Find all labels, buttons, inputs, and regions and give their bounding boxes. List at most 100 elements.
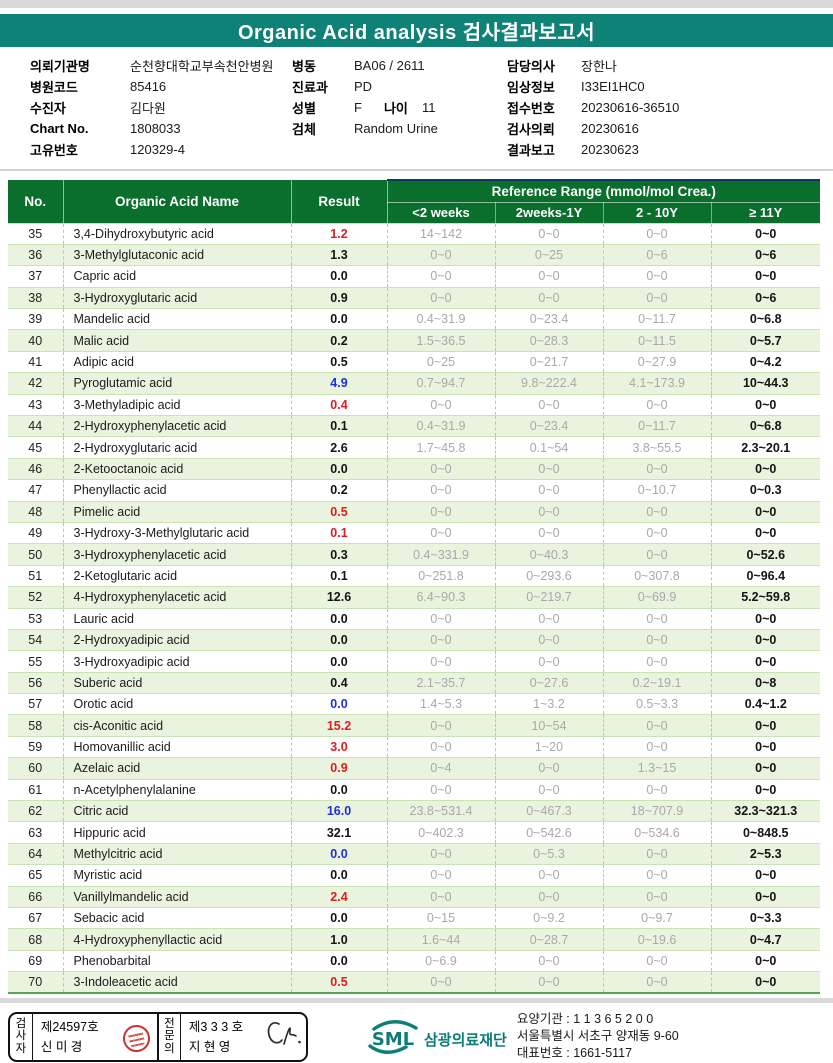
range-cell: 0~0 (602, 628, 711, 651)
result-cell: 0.0 (290, 308, 388, 330)
range-cell: 0~0 (494, 757, 603, 780)
range-cell: 0~0 (387, 479, 495, 502)
range-cell: 0~6 (602, 243, 711, 266)
acid-name-cell: cis-Aconitic acid (62, 714, 291, 737)
acid-name-cell: 3-Methylglutaconic acid (62, 243, 291, 266)
examiner-stamp-box: 검사자 제24597호 신 미 경 전문의 제3 3 3 호 지 현 영 (8, 1011, 308, 1062)
row-number-cell: 56 (8, 671, 63, 694)
row-number-cell: 42 (8, 372, 63, 395)
range-cell: 0~219.7 (494, 586, 603, 609)
acid-name-cell: Hippuric acid (62, 821, 291, 844)
acid-name-cell: Malic acid (62, 329, 291, 352)
range-cell: 1.5~36.5 (387, 329, 495, 352)
range-cell: 0~0 (494, 650, 603, 673)
table-row: 42 Pyroglutamic acid 4.9 0.7~94.7 9.8~222.4 4… (8, 372, 820, 395)
info-row: Chart No. 1808033 (30, 118, 292, 139)
range-cell: 0~0 (387, 607, 495, 630)
logo-text: SML (372, 1029, 414, 1050)
result-cell: 0.1 (290, 521, 388, 544)
examiner-person: 제24597호 신 미 경 (33, 1013, 158, 1060)
row-number-cell: 43 (8, 393, 63, 416)
range-cell: 0~534.6 (602, 821, 711, 844)
range-cell: 1.6~44 (387, 928, 495, 951)
result-cell: 0.0 (290, 607, 388, 630)
acid-name-cell: Sebacic acid (62, 906, 291, 929)
range-cell: 0~0 (710, 971, 820, 994)
range-cell: 10~44.3 (710, 372, 820, 395)
range-cell: 5.2~59.8 (710, 586, 820, 609)
row-number-cell: 35 (8, 222, 63, 245)
row-number-cell: 46 (8, 457, 63, 480)
range-cell: 6.4~90.3 (387, 586, 495, 609)
range-cell: 0~0 (602, 735, 711, 758)
range-cell: 0~4.7 (710, 928, 820, 951)
row-number-cell: 53 (8, 607, 63, 630)
range-cell: 0~0 (387, 286, 495, 309)
table-row: 40 Malic acid 0.2 1.5~36.5 0~28.3 0~11.5 0~5.7 (8, 329, 820, 352)
range-cell: 0~0 (710, 757, 820, 780)
range-cell: 0~0 (494, 286, 603, 309)
range-cell: 0~0 (387, 650, 495, 673)
result-cell: 0.9 (290, 286, 388, 309)
table-row: 43 3-Methyladipic acid 0.4 0~0 0~0 0~0 0~0 (8, 393, 820, 416)
range-cell: 0~0 (602, 864, 711, 887)
range-cell: 2.3~20.1 (710, 436, 820, 459)
result-cell: 0.4 (290, 393, 388, 416)
acid-name-cell: 3-Hydroxyphenylacetic acid (62, 543, 291, 566)
col-header-no: No. (8, 180, 63, 223)
org-care-institution-number: 요양기관 : 1 1 3 6 5 2 0 0 (516, 1012, 654, 1027)
table-row: 41 Adipic acid 0.5 0~25 0~21.7 0~27.9 0~4.2 (8, 350, 820, 373)
row-number-cell: 66 (8, 885, 63, 908)
row-number-cell: 55 (8, 650, 63, 673)
table-row: 55 3-Hydroxyadipic acid 0.0 0~0 0~0 0~0 0~0 (8, 650, 820, 673)
info-value: 20230616-36510 (581, 100, 680, 115)
result-cell: 0.0 (290, 265, 388, 288)
range-cell: 0~0 (602, 714, 711, 737)
col-header-reference-range: Reference Range (mmol/mol Crea.) (386, 179, 820, 203)
range-cell: 0~4.2 (710, 350, 820, 373)
acid-name-cell: 3-Hydroxyadipic acid (62, 650, 291, 673)
table-row: 38 3-Hydroxyglutaric acid 0.9 0~0 0~0 0~0 0~6 (8, 286, 820, 309)
info-row: 의뢰기관명 순천향대학교부속천안병원 (30, 55, 292, 76)
range-cell: 0~0 (602, 222, 711, 245)
info-row: 수진자 김다원 (30, 97, 292, 118)
range-cell: 10~54 (494, 714, 603, 737)
top-gray-strip (0, 0, 833, 8)
range-cell: 0~0 (387, 457, 495, 480)
range-cell: 0~0 (494, 265, 603, 288)
result-cell: 32.1 (290, 821, 388, 844)
col-header-under-2-weeks: <2 weeks (386, 202, 495, 223)
col-header-11y-plus: ≥ 11Y (710, 202, 820, 223)
results-tbody: 35 3,4-Dihydroxybutyric acid 1.2 14~142 0~0 0… (8, 222, 820, 994)
org-phone: 대표번호 : 1661-5117 (516, 1046, 633, 1061)
range-cell: 0~0 (494, 479, 603, 502)
range-cell: 0~848.5 (710, 821, 820, 844)
row-number-cell: 60 (8, 757, 63, 780)
info-value: 20230616 (581, 121, 639, 136)
table-row: 53 Lauric acid 0.0 0~0 0~0 0~0 0~0 (8, 607, 820, 630)
specialist-cert-number: 제3 3 3 호 (188, 1019, 244, 1034)
col-header-2weeks-1y: 2weeks-1Y (494, 202, 603, 223)
range-cell: 0~15 (387, 906, 495, 929)
acid-name-cell: Lauric acid (62, 607, 291, 630)
range-cell: 0~542.6 (494, 821, 603, 844)
row-number-cell: 57 (8, 693, 63, 715)
range-cell: 0~0 (387, 243, 495, 266)
acid-name-cell: 3-Hydroxy-3-Methylglutaric acid (62, 521, 291, 544)
result-cell: 0.0 (290, 693, 388, 715)
range-cell: 1.7~45.8 (387, 436, 495, 459)
row-number-cell: 36 (8, 243, 63, 266)
row-number-cell: 59 (8, 735, 63, 758)
row-number-cell: 65 (8, 864, 63, 887)
range-cell: 1~20 (494, 735, 603, 758)
table-row: 47 Phenyllactic acid 0.2 0~0 0~0 0~10.7 0~0.3 (8, 479, 820, 502)
table-row: 63 Hippuric acid 32.1 0~402.3 0~542.6 0~534.6… (8, 821, 820, 844)
row-number-cell: 52 (8, 586, 63, 609)
range-cell: 0~0 (710, 500, 820, 523)
range-cell: 0~0 (494, 628, 603, 651)
range-cell: 0~25 (494, 243, 603, 266)
result-cell: 0.0 (290, 778, 388, 801)
table-row: 49 3-Hydroxy-3-Methylglutaric acid 0.1 0~0 0… (8, 521, 820, 544)
acid-name-cell: 2-Hydroxyphenylacetic acid (62, 415, 291, 437)
row-number-cell: 37 (8, 265, 63, 288)
